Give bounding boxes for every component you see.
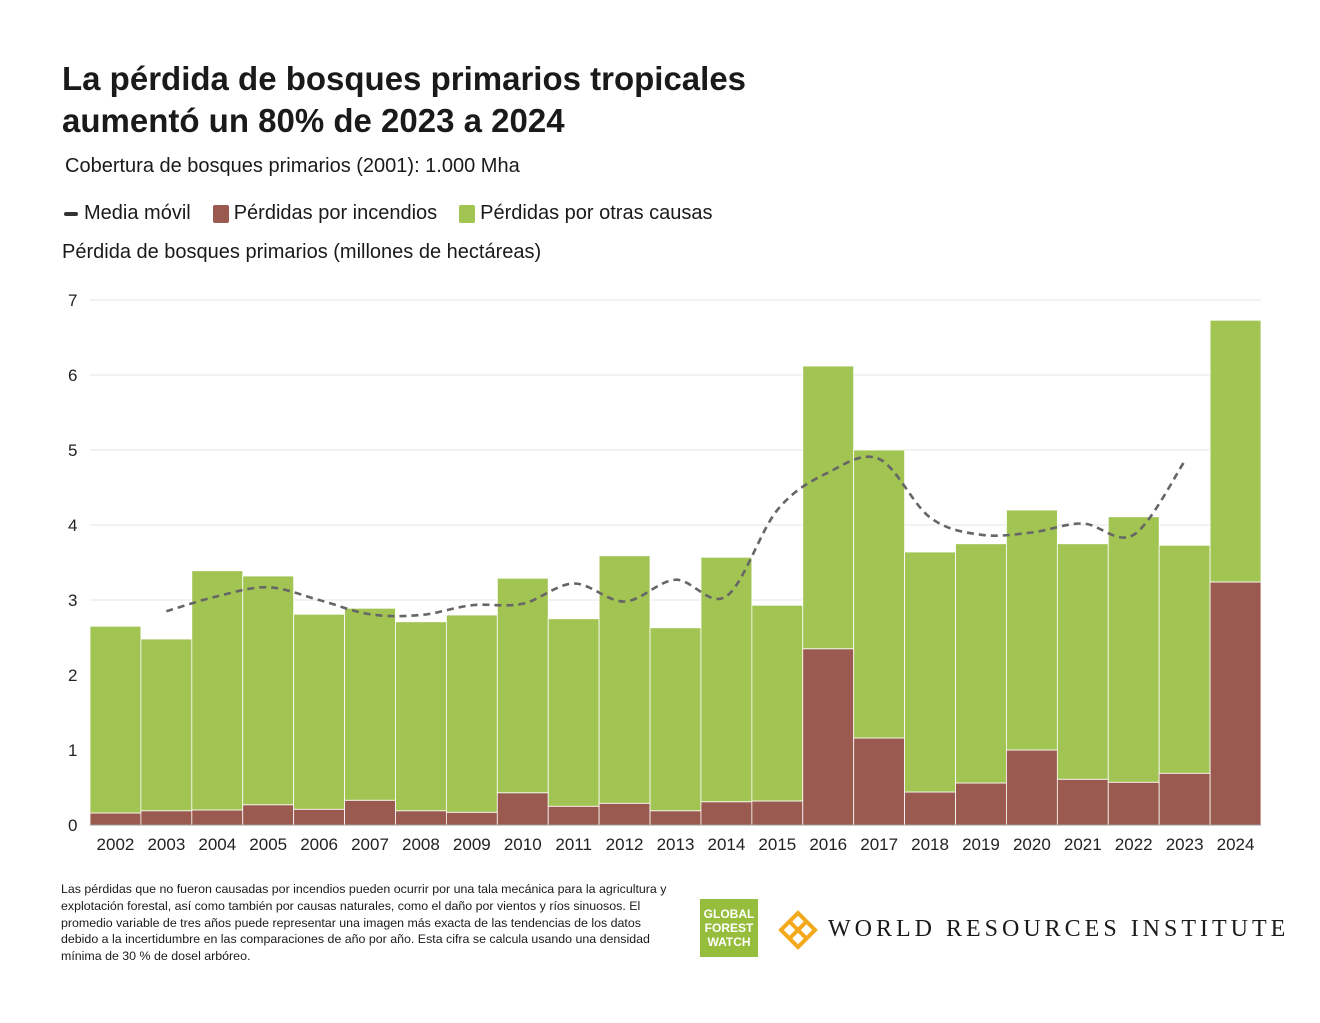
- bar-other: [1056, 543, 1109, 780]
- x-tick-label: 2003: [147, 835, 185, 854]
- bar-other: [751, 604, 804, 802]
- bar-fire: [242, 804, 295, 826]
- bar-other: [445, 614, 498, 813]
- bar-fire: [496, 792, 549, 826]
- x-tick-label: 2022: [1115, 835, 1153, 854]
- bar-fire: [140, 810, 193, 826]
- x-tick-label: 2005: [249, 835, 287, 854]
- x-tick-label: 2014: [707, 835, 745, 854]
- bar-fire: [751, 800, 804, 826]
- legend-label: Pérdidas por incendios: [233, 202, 438, 224]
- x-tick-label: 2021: [1064, 835, 1102, 854]
- bar-other: [649, 627, 702, 812]
- x-tick-label: 2011: [555, 835, 592, 854]
- x-tick-label: 2004: [198, 835, 236, 854]
- y-axis-label: Pérdida de bosques primarios (millones d…: [62, 241, 542, 263]
- legend-label: Media móvil: [84, 202, 191, 224]
- y-tick-label: 6: [68, 366, 77, 385]
- bar-fire: [700, 801, 753, 826]
- swatch-icon: [459, 204, 476, 223]
- chart-title: La pérdida de bosques primarios tropical…: [62, 58, 862, 142]
- x-tick-label: 2024: [1217, 835, 1255, 854]
- title-line-2: aumentó un 80% de 2023 a 2024: [62, 102, 565, 139]
- legend-other: Pérdidas por otras causas: [459, 202, 713, 225]
- bar-fire: [649, 810, 702, 826]
- x-tick-label: 2007: [351, 835, 389, 854]
- bar-other: [904, 551, 956, 793]
- legend-label: Pérdidas por otras causas: [480, 202, 713, 224]
- bar-fire: [955, 782, 1007, 826]
- bar-other: [1209, 319, 1262, 583]
- x-tick-label: 2006: [300, 835, 338, 854]
- x-tick-label: 2008: [402, 835, 440, 854]
- x-tick-label: 2015: [758, 835, 796, 854]
- x-tick-label: 2017: [860, 835, 898, 854]
- bar-fire: [293, 808, 345, 826]
- bar-fire: [853, 737, 906, 826]
- bar-fire: [1107, 781, 1160, 826]
- bar-fire: [802, 648, 855, 826]
- bar-other: [1006, 509, 1058, 751]
- y-tick-label: 1: [68, 741, 77, 760]
- bar-other: [598, 555, 651, 804]
- bar-fire: [445, 811, 498, 826]
- bar-other: [395, 621, 447, 812]
- bar-chart: 0 1 2 3 4 5 6 7 2002 2003 2004 2005 2006 2007 2008 2009…: [68, 291, 1262, 854]
- x-tick-label: 2009: [453, 835, 491, 854]
- y-tick-label: 3: [68, 591, 77, 610]
- bar-other: [89, 625, 142, 814]
- bar-fire: [598, 802, 651, 826]
- moving-average-line: [166, 455, 1186, 618]
- bar-other: [700, 556, 753, 803]
- swatch-icon: [212, 204, 229, 223]
- y-tick-label: 0: [68, 816, 77, 835]
- bar-other: [242, 575, 295, 806]
- y-tick-label: 2: [68, 666, 77, 685]
- bar-fire: [904, 791, 956, 826]
- y-tick-label: 4: [68, 516, 77, 535]
- wri-logo: WORLD RESOURCES INSTITUTE: [828, 916, 1290, 942]
- bar-other: [1107, 516, 1160, 783]
- y-tick-label: 5: [68, 441, 77, 460]
- x-tick-label: 2013: [657, 835, 695, 854]
- bar-other: [496, 577, 549, 794]
- legend-fire: Pérdidas por incendios: [212, 202, 438, 225]
- bar-other: [191, 570, 244, 811]
- legend-moving-average: Media móvil: [64, 202, 191, 225]
- dash-icon: [64, 211, 78, 216]
- x-tick-label: 2018: [911, 835, 949, 854]
- x-tick-label: 2016: [809, 835, 847, 854]
- bar-fire: [1006, 749, 1058, 826]
- bar-fire: [547, 805, 600, 826]
- x-tick-label: 2019: [962, 835, 1000, 854]
- x-tick-label: 2010: [504, 835, 542, 854]
- bar-other: [344, 607, 396, 801]
- bar-other: [802, 365, 855, 650]
- y-tick-label: 7: [68, 291, 77, 310]
- wri-logo-mark-icon: [778, 910, 818, 950]
- x-tick-label: 2020: [1013, 835, 1051, 854]
- bar-fire: [1209, 581, 1262, 826]
- bar-other: [140, 638, 193, 812]
- bar-fire: [1158, 772, 1211, 826]
- x-tick-label: 2012: [606, 835, 644, 854]
- chart-subtitle: Cobertura de bosques primarios (2001): 1…: [65, 155, 520, 177]
- bar-other: [293, 613, 345, 810]
- bar-other: [1158, 544, 1211, 774]
- footnote: Las pérdidas que no fueron causadas por …: [61, 882, 667, 964]
- bar-fire: [344, 799, 396, 826]
- bar-other: [955, 543, 1007, 784]
- bar-other: [853, 449, 906, 739]
- x-tick-label: 2002: [97, 835, 135, 854]
- bar-fire: [1056, 778, 1109, 826]
- bar-fire: [395, 810, 447, 826]
- bar-other: [547, 618, 600, 807]
- gfw-logo: GLOBAL FOREST WATCH: [700, 899, 758, 957]
- bar-fire: [89, 812, 142, 826]
- x-tick-label: 2023: [1166, 835, 1204, 854]
- legend: Media móvil Pérdidas por incendios Pérdi…: [64, 202, 735, 225]
- bar-fire: [191, 809, 244, 826]
- title-line-1: La pérdida de bosques primarios tropical…: [62, 60, 747, 97]
